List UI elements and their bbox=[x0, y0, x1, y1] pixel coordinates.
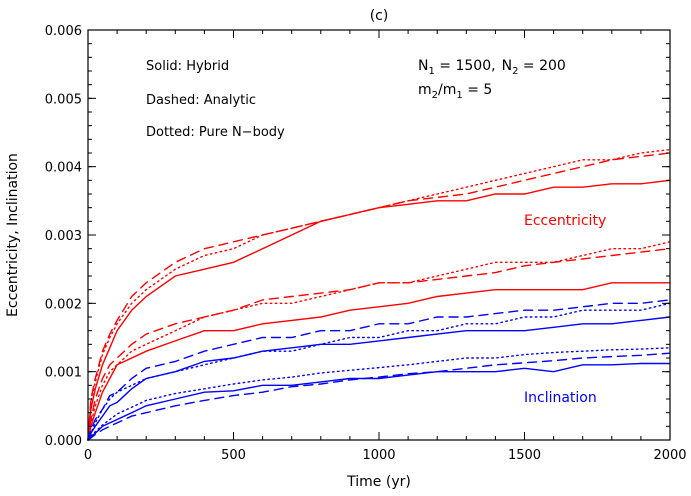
inclination-annotation: Inclination bbox=[524, 390, 597, 406]
legend-dashed: Dashed: Analytic bbox=[146, 93, 256, 108]
inclination-dotted-series-line bbox=[87, 347, 671, 441]
x-tick-label: 1000 bbox=[362, 448, 395, 463]
chart-title: (c) bbox=[370, 8, 389, 24]
legend-dotted: Dotted: Pure N−body bbox=[146, 125, 285, 140]
eccentricity-solid-series-line bbox=[87, 282, 671, 441]
inclination-dashed-series-line bbox=[87, 352, 671, 441]
x-tick-label: 500 bbox=[221, 448, 246, 463]
y-tick-label: 0.001 bbox=[45, 366, 82, 381]
m2-symbol: m bbox=[418, 82, 432, 98]
y-tick-label: 0.004 bbox=[45, 161, 82, 176]
legend-solid: Solid: Hybrid bbox=[146, 59, 229, 74]
ratio-slash: /m bbox=[438, 82, 456, 98]
n2-symbol: N bbox=[502, 58, 512, 74]
x-tick-label: 2000 bbox=[653, 448, 686, 463]
y-tick-label: 0.006 bbox=[45, 24, 82, 39]
m1-subscript: 1 bbox=[456, 90, 462, 101]
inclination-dashed-series-line bbox=[87, 299, 671, 441]
y-tick-label: 0.000 bbox=[45, 434, 82, 449]
params-mass-ratio: m2/m1 = 5 bbox=[418, 82, 492, 101]
n1-symbol: N bbox=[418, 58, 428, 74]
x-axis-label: Time (yr) bbox=[346, 474, 411, 490]
eccentricity-solid-series-line bbox=[87, 179, 671, 441]
n2-subscript: 2 bbox=[512, 66, 518, 77]
y-tick-label: 0.002 bbox=[45, 297, 82, 312]
y-tick-label: 0.003 bbox=[45, 229, 82, 244]
series-layer bbox=[87, 148, 671, 441]
x-tick-label: 1500 bbox=[508, 448, 541, 463]
axis-ticks: 0 500 1000 1500 2000 0.000 0.001 0.002 0.003 0.00… bbox=[45, 24, 687, 463]
params-n-line: N1 = 1500, N2 = 200 bbox=[418, 58, 566, 77]
x-tick-label: 0 bbox=[84, 448, 92, 463]
inclination-solid-series-line bbox=[87, 316, 671, 441]
ratio-value: = 5 bbox=[463, 82, 493, 98]
y-tick-label: 0.005 bbox=[45, 92, 82, 107]
n1-value: = 1500, bbox=[435, 58, 496, 74]
n2-value: = 200 bbox=[518, 58, 565, 74]
inclination-solid-series-line bbox=[87, 362, 671, 441]
eccentricity-dotted-series-line bbox=[87, 148, 671, 441]
y-axis-label: Eccentricity, Inclination bbox=[5, 153, 21, 317]
m2-subscript: 2 bbox=[432, 90, 438, 101]
eccentricity-dashed-series-line bbox=[87, 248, 671, 441]
eccentricity-dotted-series-line bbox=[87, 241, 671, 441]
n1-subscript: 1 bbox=[428, 66, 434, 77]
eccentricity-annotation: Eccentricity bbox=[524, 213, 606, 229]
